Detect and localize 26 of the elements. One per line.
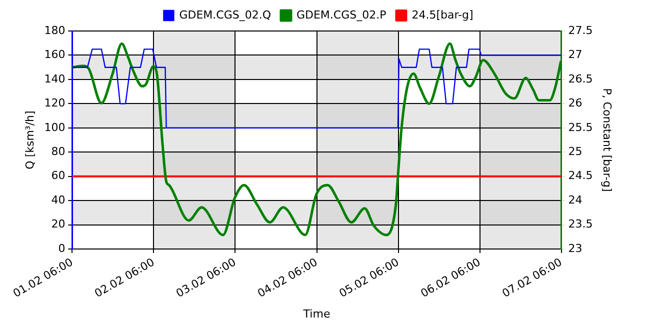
x-axis-title: Time bbox=[302, 307, 330, 320]
legend-label: GDEM.CGS_02.Q bbox=[179, 8, 272, 22]
y-axis-title: Q [ksm³/h] bbox=[23, 110, 36, 170]
legend-label: GDEM.CGS_02.P bbox=[296, 8, 387, 22]
y-tick-label: 160 bbox=[44, 48, 66, 62]
y2-tick-label: 23 bbox=[568, 242, 582, 255]
y2-tick-label: 25 bbox=[568, 144, 582, 158]
y-tick-label: 20 bbox=[51, 218, 66, 231]
y2-tick-label: 24 bbox=[568, 193, 582, 206]
y-tick-label: 180 bbox=[44, 24, 66, 37]
y2-tick-label: 26.5 bbox=[568, 72, 593, 86]
y2-tick-label: 23.5 bbox=[568, 218, 593, 231]
y2-tick-label: 25.5 bbox=[568, 120, 593, 134]
y-tick-label: 140 bbox=[44, 72, 66, 86]
y2-tick-label: 26 bbox=[568, 96, 582, 110]
y-tick-label: 120 bbox=[44, 96, 66, 110]
legend-label: 24.5[bar-g] bbox=[412, 8, 474, 22]
y2-tick-label: 27 bbox=[568, 48, 582, 62]
y2-tick-label: 24.5 bbox=[568, 169, 593, 182]
y-tick-label: 0 bbox=[58, 242, 66, 255]
y-tick-label: 100 bbox=[44, 120, 66, 134]
y-tick-label: 60 bbox=[51, 169, 66, 182]
y-tick-label: 40 bbox=[51, 193, 66, 206]
y2-axis-title: P, Constant [bar-g] bbox=[600, 88, 614, 192]
y-tick-label: 80 bbox=[51, 144, 66, 158]
y2-tick-label: 27.5 bbox=[568, 24, 593, 37]
